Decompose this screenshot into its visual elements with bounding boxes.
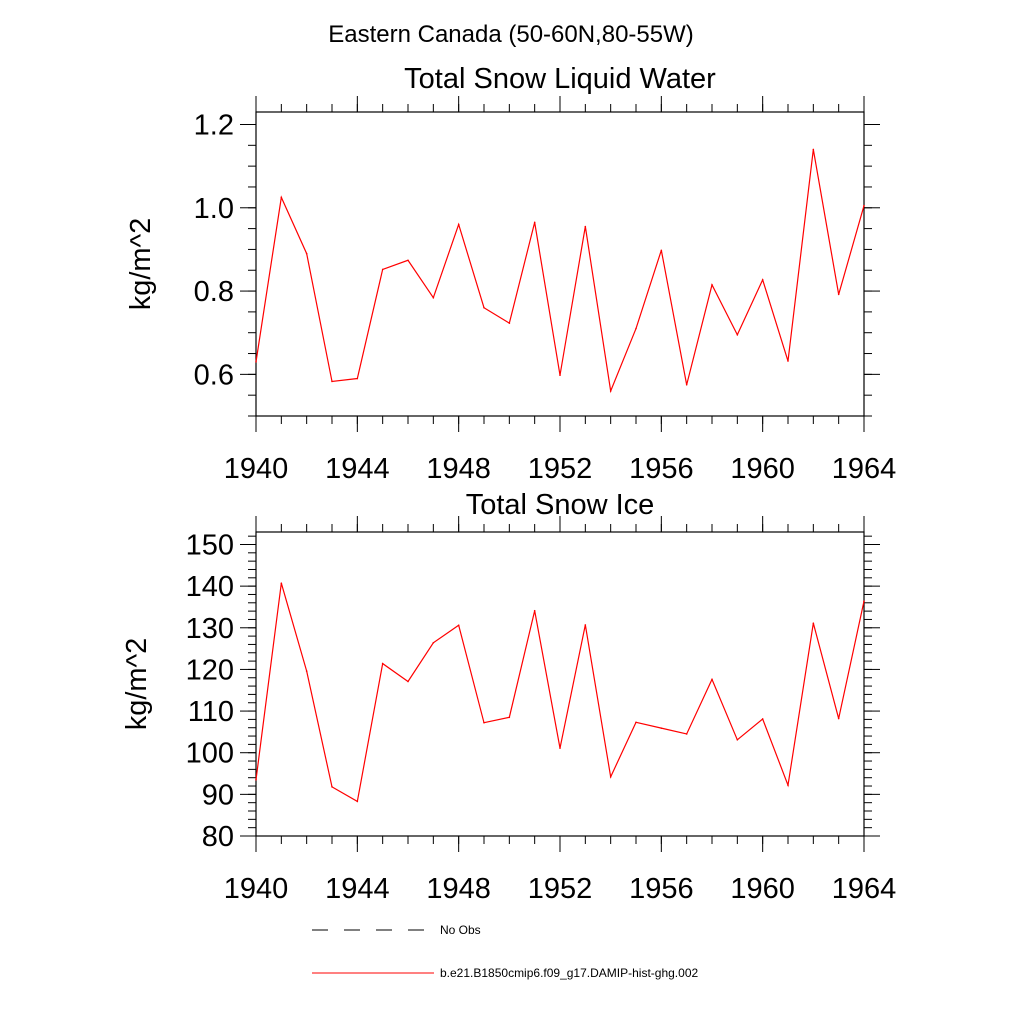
series-points bbox=[255, 582, 865, 803]
data-point bbox=[736, 739, 739, 741]
chart-title: Total Snow Liquid Water bbox=[404, 63, 716, 95]
chart-title: Total Snow Ice bbox=[466, 489, 655, 521]
data-point bbox=[787, 360, 789, 362]
data-point bbox=[660, 727, 663, 729]
data-point bbox=[483, 721, 485, 724]
y-tick-label: 0.8 bbox=[194, 276, 234, 308]
data-point bbox=[787, 784, 789, 786]
data-point bbox=[432, 296, 435, 299]
data-point bbox=[837, 293, 840, 296]
figure-suptitle: Eastern Canada (50-60N,80-55W) bbox=[328, 21, 694, 48]
data-point bbox=[711, 284, 713, 286]
data-point bbox=[837, 717, 840, 720]
data-point bbox=[280, 196, 283, 199]
x-tick-label: 1960 bbox=[730, 453, 795, 485]
data-point bbox=[407, 259, 409, 262]
data-point bbox=[660, 249, 663, 252]
data-point bbox=[432, 641, 435, 644]
y-tick-label: 90 bbox=[202, 779, 234, 811]
data-point bbox=[305, 670, 308, 672]
data-point bbox=[863, 600, 865, 602]
data-point bbox=[457, 624, 460, 627]
data-point bbox=[280, 582, 283, 585]
data-point bbox=[381, 268, 384, 271]
y-axis-label: kg/m^2 bbox=[121, 638, 153, 731]
data-point bbox=[761, 718, 764, 720]
x-tick-label: 1952 bbox=[528, 873, 593, 905]
axis-ticks bbox=[240, 516, 880, 852]
data-point bbox=[356, 377, 359, 380]
y-tick-label: 1.0 bbox=[194, 193, 234, 225]
data-point bbox=[584, 624, 587, 626]
series-points bbox=[255, 148, 865, 392]
data-point bbox=[812, 148, 815, 151]
x-tick-label: 1960 bbox=[730, 873, 795, 905]
legend-label: No Obs bbox=[440, 923, 481, 937]
data-point bbox=[711, 678, 713, 681]
data-point bbox=[609, 776, 612, 778]
series-line bbox=[255, 583, 865, 803]
data-point bbox=[331, 786, 333, 788]
chart-panel-2: Total Snow Ice kg/m^2 1940 1944 1948 1952 1956… bbox=[121, 489, 896, 905]
data-point bbox=[407, 680, 409, 683]
y-tick-label: 110 bbox=[188, 696, 234, 728]
data-point bbox=[559, 747, 561, 749]
data-point bbox=[635, 721, 637, 724]
data-point bbox=[508, 322, 511, 324]
data-point bbox=[533, 221, 536, 224]
x-tick-label: 1948 bbox=[426, 873, 491, 905]
x-tick-label: 1952 bbox=[528, 453, 593, 485]
y-tick-label: 0.6 bbox=[194, 359, 234, 391]
data-point bbox=[685, 383, 688, 386]
y-tick-label: 120 bbox=[186, 654, 234, 686]
data-point bbox=[609, 390, 612, 392]
x-tick-label: 1940 bbox=[224, 453, 289, 485]
data-point bbox=[812, 622, 815, 624]
legend-entry: b.e21.B1850cmip6.f09_g17.DAMIP-hist-ghg.… bbox=[312, 966, 698, 980]
x-tick-label: 1944 bbox=[325, 873, 390, 905]
x-tick-label: 1948 bbox=[426, 453, 491, 485]
data-point bbox=[533, 609, 536, 612]
y-tick-label: 1.2 bbox=[194, 109, 234, 141]
x-tick-label: 1940 bbox=[224, 873, 289, 905]
x-tick-label: 1956 bbox=[629, 453, 694, 485]
data-point bbox=[305, 252, 308, 255]
series-line bbox=[255, 149, 865, 394]
y-axis-label: kg/m^2 bbox=[125, 218, 157, 311]
chart-panel-1: Total Snow Liquid Water kg/m^2 1940 1944 194… bbox=[125, 63, 896, 485]
data-point bbox=[457, 223, 460, 226]
y-tick-label: 150 bbox=[186, 529, 234, 561]
axis-ticks bbox=[240, 96, 880, 432]
x-tick-label: 1944 bbox=[325, 453, 390, 485]
data-point bbox=[356, 800, 359, 803]
y-tick-label: 130 bbox=[186, 613, 234, 645]
y-tick-label: 80 bbox=[202, 821, 234, 853]
plot-frame bbox=[255, 531, 865, 837]
data-point bbox=[255, 778, 257, 781]
data-point bbox=[685, 733, 688, 735]
legend-label: b.e21.B1850cmip6.f09_g17.DAMIP-hist-ghg.… bbox=[440, 966, 698, 980]
data-point bbox=[381, 662, 384, 665]
data-point bbox=[736, 333, 739, 336]
y-tick-label: 100 bbox=[186, 738, 234, 770]
legend-entry: No Obs bbox=[312, 923, 481, 937]
x-tick-label: 1956 bbox=[629, 873, 694, 905]
data-point bbox=[508, 716, 511, 719]
x-tick-label: 1964 bbox=[832, 453, 897, 485]
data-point bbox=[255, 361, 257, 363]
data-point bbox=[761, 279, 764, 281]
x-tick-label: 1964 bbox=[832, 873, 897, 905]
chart-panels: Total Snow Liquid Water kg/m^2 1940 1944 194… bbox=[121, 63, 896, 905]
plot-frame bbox=[255, 111, 865, 417]
data-point bbox=[559, 374, 561, 376]
data-point bbox=[863, 204, 865, 207]
data-point bbox=[635, 327, 637, 330]
data-point bbox=[331, 380, 333, 383]
legend: No Obs b.e21.B1850cmip6.f09_g17.DAMIP-his… bbox=[312, 923, 698, 980]
y-tick-label: 140 bbox=[186, 571, 234, 603]
data-point bbox=[483, 306, 485, 309]
data-point bbox=[584, 225, 587, 228]
